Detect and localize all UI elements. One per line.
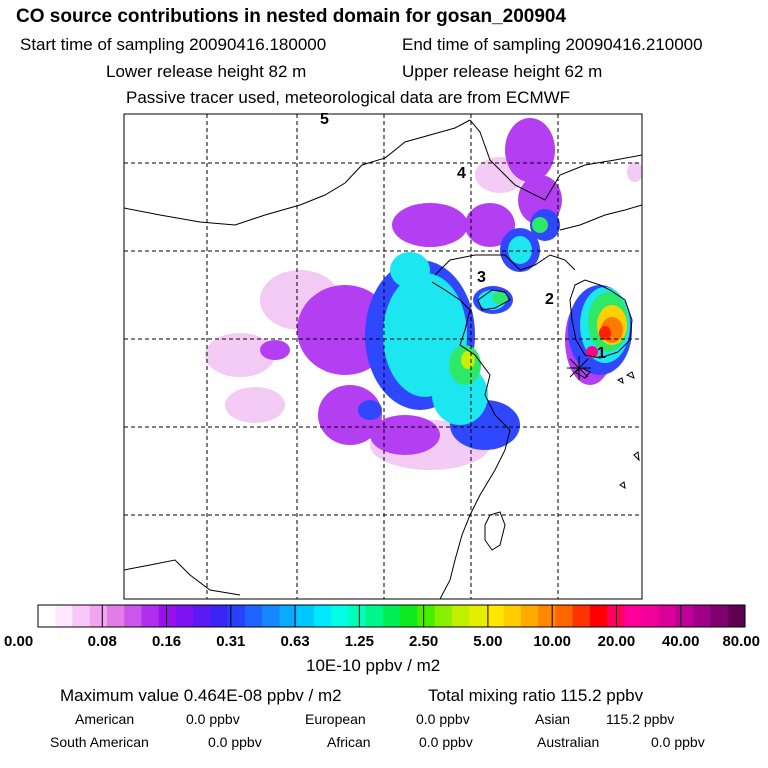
- region-american-name: American: [75, 711, 135, 727]
- colorbar-swatch: [89, 605, 108, 627]
- lower-release-label: Lower release height 82 m: [106, 62, 307, 81]
- map-frame: [123, 113, 643, 600]
- colorbar-swatch: [38, 605, 56, 627]
- colorbar-tick-label: 0.16: [152, 633, 181, 650]
- trajectory-label-2: 2: [545, 291, 554, 308]
- region-asian-name: Asian: [535, 711, 571, 727]
- colorbar-swatch: [693, 605, 712, 627]
- colorbar-tick-label: 5.00: [473, 633, 502, 650]
- total-mixing-ratio: Total mixing ratio 115.2 ppbv: [428, 686, 644, 705]
- colorbar-swatch: [382, 605, 401, 627]
- colorbar-tick-label: 0.31: [216, 633, 245, 650]
- colorbar-swatch: [193, 605, 211, 627]
- colorbar-swatch: [451, 605, 470, 627]
- colorbar-swatch: [658, 605, 677, 627]
- maximum-value: Maximum value 0.464E-08 ppbv / m2: [60, 686, 342, 705]
- coastlines: [124, 119, 642, 599]
- colorbar-tick-label: 2.50: [409, 633, 438, 650]
- region-european-value: 0.0 ppbv: [416, 711, 470, 727]
- region-asian-value: 115.2 ppbv: [606, 711, 675, 727]
- colorbar-swatch: [279, 605, 298, 627]
- colorbar-tick-label: 20.00: [598, 633, 636, 650]
- colorbar-swatch: [555, 605, 574, 627]
- colorbar-swatch: [503, 605, 522, 627]
- colorbar-swatch: [469, 605, 487, 627]
- start-time-label: Start time of sampling 20090416.180000: [20, 35, 327, 54]
- colorbar-swatch: [624, 605, 643, 627]
- colorbar-swatch: [141, 605, 160, 627]
- colorbar-tick-labels: 0.00 0.08 0.16 0.31 0.63 1.25 2.50 5.00 10.00 20.…: [4, 633, 760, 650]
- tracer-note: Passive tracer used, meteorological data…: [126, 88, 571, 107]
- colorbar-swatch: [72, 605, 91, 627]
- region-south-american-name: South American: [50, 734, 149, 750]
- region-american-value: 0.0 ppbv: [186, 711, 240, 727]
- trajectory-label-5: 5: [320, 111, 329, 128]
- region-european-name: European: [305, 711, 366, 727]
- colorbar-tick-label: 10.00: [533, 633, 571, 650]
- region-australian-value: 0.0 ppbv: [651, 734, 705, 750]
- colorbar-unit: 10E-10 ppbv / m2: [306, 656, 441, 675]
- colorbar-swatch: [313, 605, 332, 627]
- upper-release-label: Upper release height 62 m: [402, 62, 603, 81]
- colorbar-swatch: [175, 605, 194, 627]
- colorbar-swatch: [434, 605, 453, 627]
- colorbar-swatch: [348, 605, 367, 627]
- colorbar-swatch: [244, 605, 263, 627]
- colorbar-tick-label: 1.25: [345, 633, 374, 650]
- colorbar: [37, 604, 746, 628]
- star-marker: [567, 356, 591, 380]
- colorbar-swatch: [727, 605, 746, 627]
- concentration-field: [205, 118, 642, 470]
- end-time-label: End time of sampling 20090416.210000: [402, 35, 703, 54]
- region-south-american-value: 0.0 ppbv: [208, 734, 262, 750]
- colorbar-swatch: [296, 605, 315, 627]
- trajectory-label-1: 1: [597, 345, 606, 362]
- page-title: CO source contributions in nested domain…: [16, 6, 567, 27]
- region-australian-name: Australian: [537, 734, 600, 750]
- colorbar-swatch: [106, 605, 125, 627]
- colorbar-swatch: [676, 605, 694, 627]
- trajectory-labels: 1 2 3 4 5: [320, 111, 606, 362]
- colorbar-swatch: [365, 605, 384, 627]
- colorbar-swatch: [572, 605, 591, 627]
- region-african-name: African: [327, 734, 371, 750]
- colorbar-swatch: [400, 605, 418, 627]
- colorbar-swatch: [589, 605, 608, 627]
- colorbar-swatch: [520, 605, 539, 627]
- colorbar-swatch: [641, 605, 660, 627]
- colorbar-tick-label: 40.00: [662, 633, 700, 650]
- colorbar-tick-label: 0.08: [88, 633, 117, 650]
- lat-lon-grid: [124, 114, 642, 599]
- colorbar-tick-label: 80.00: [722, 633, 760, 650]
- colorbar-swatch: [710, 605, 729, 627]
- region-african-value: 0.0 ppbv: [419, 734, 473, 750]
- trajectory-label-4: 4: [457, 165, 466, 182]
- colorbar-swatch: [262, 605, 280, 627]
- colorbar-swatch: [227, 605, 246, 627]
- colorbar-tick-label: 0.63: [280, 633, 309, 650]
- colorbar-tick-label: 0.00: [4, 633, 33, 650]
- colorbar-swatch: [607, 605, 625, 627]
- trajectory-label-3: 3: [477, 269, 486, 286]
- colorbar-swatch: [331, 605, 349, 627]
- colorbar-swatch: [417, 605, 436, 627]
- colorbar-swatch: [538, 605, 556, 627]
- colorbar-swatch: [55, 605, 73, 627]
- colorbar-swatch: [124, 605, 142, 627]
- colorbar-swatch: [158, 605, 177, 627]
- colorbar-swatch: [210, 605, 229, 627]
- colorbar-swatch: [486, 605, 505, 627]
